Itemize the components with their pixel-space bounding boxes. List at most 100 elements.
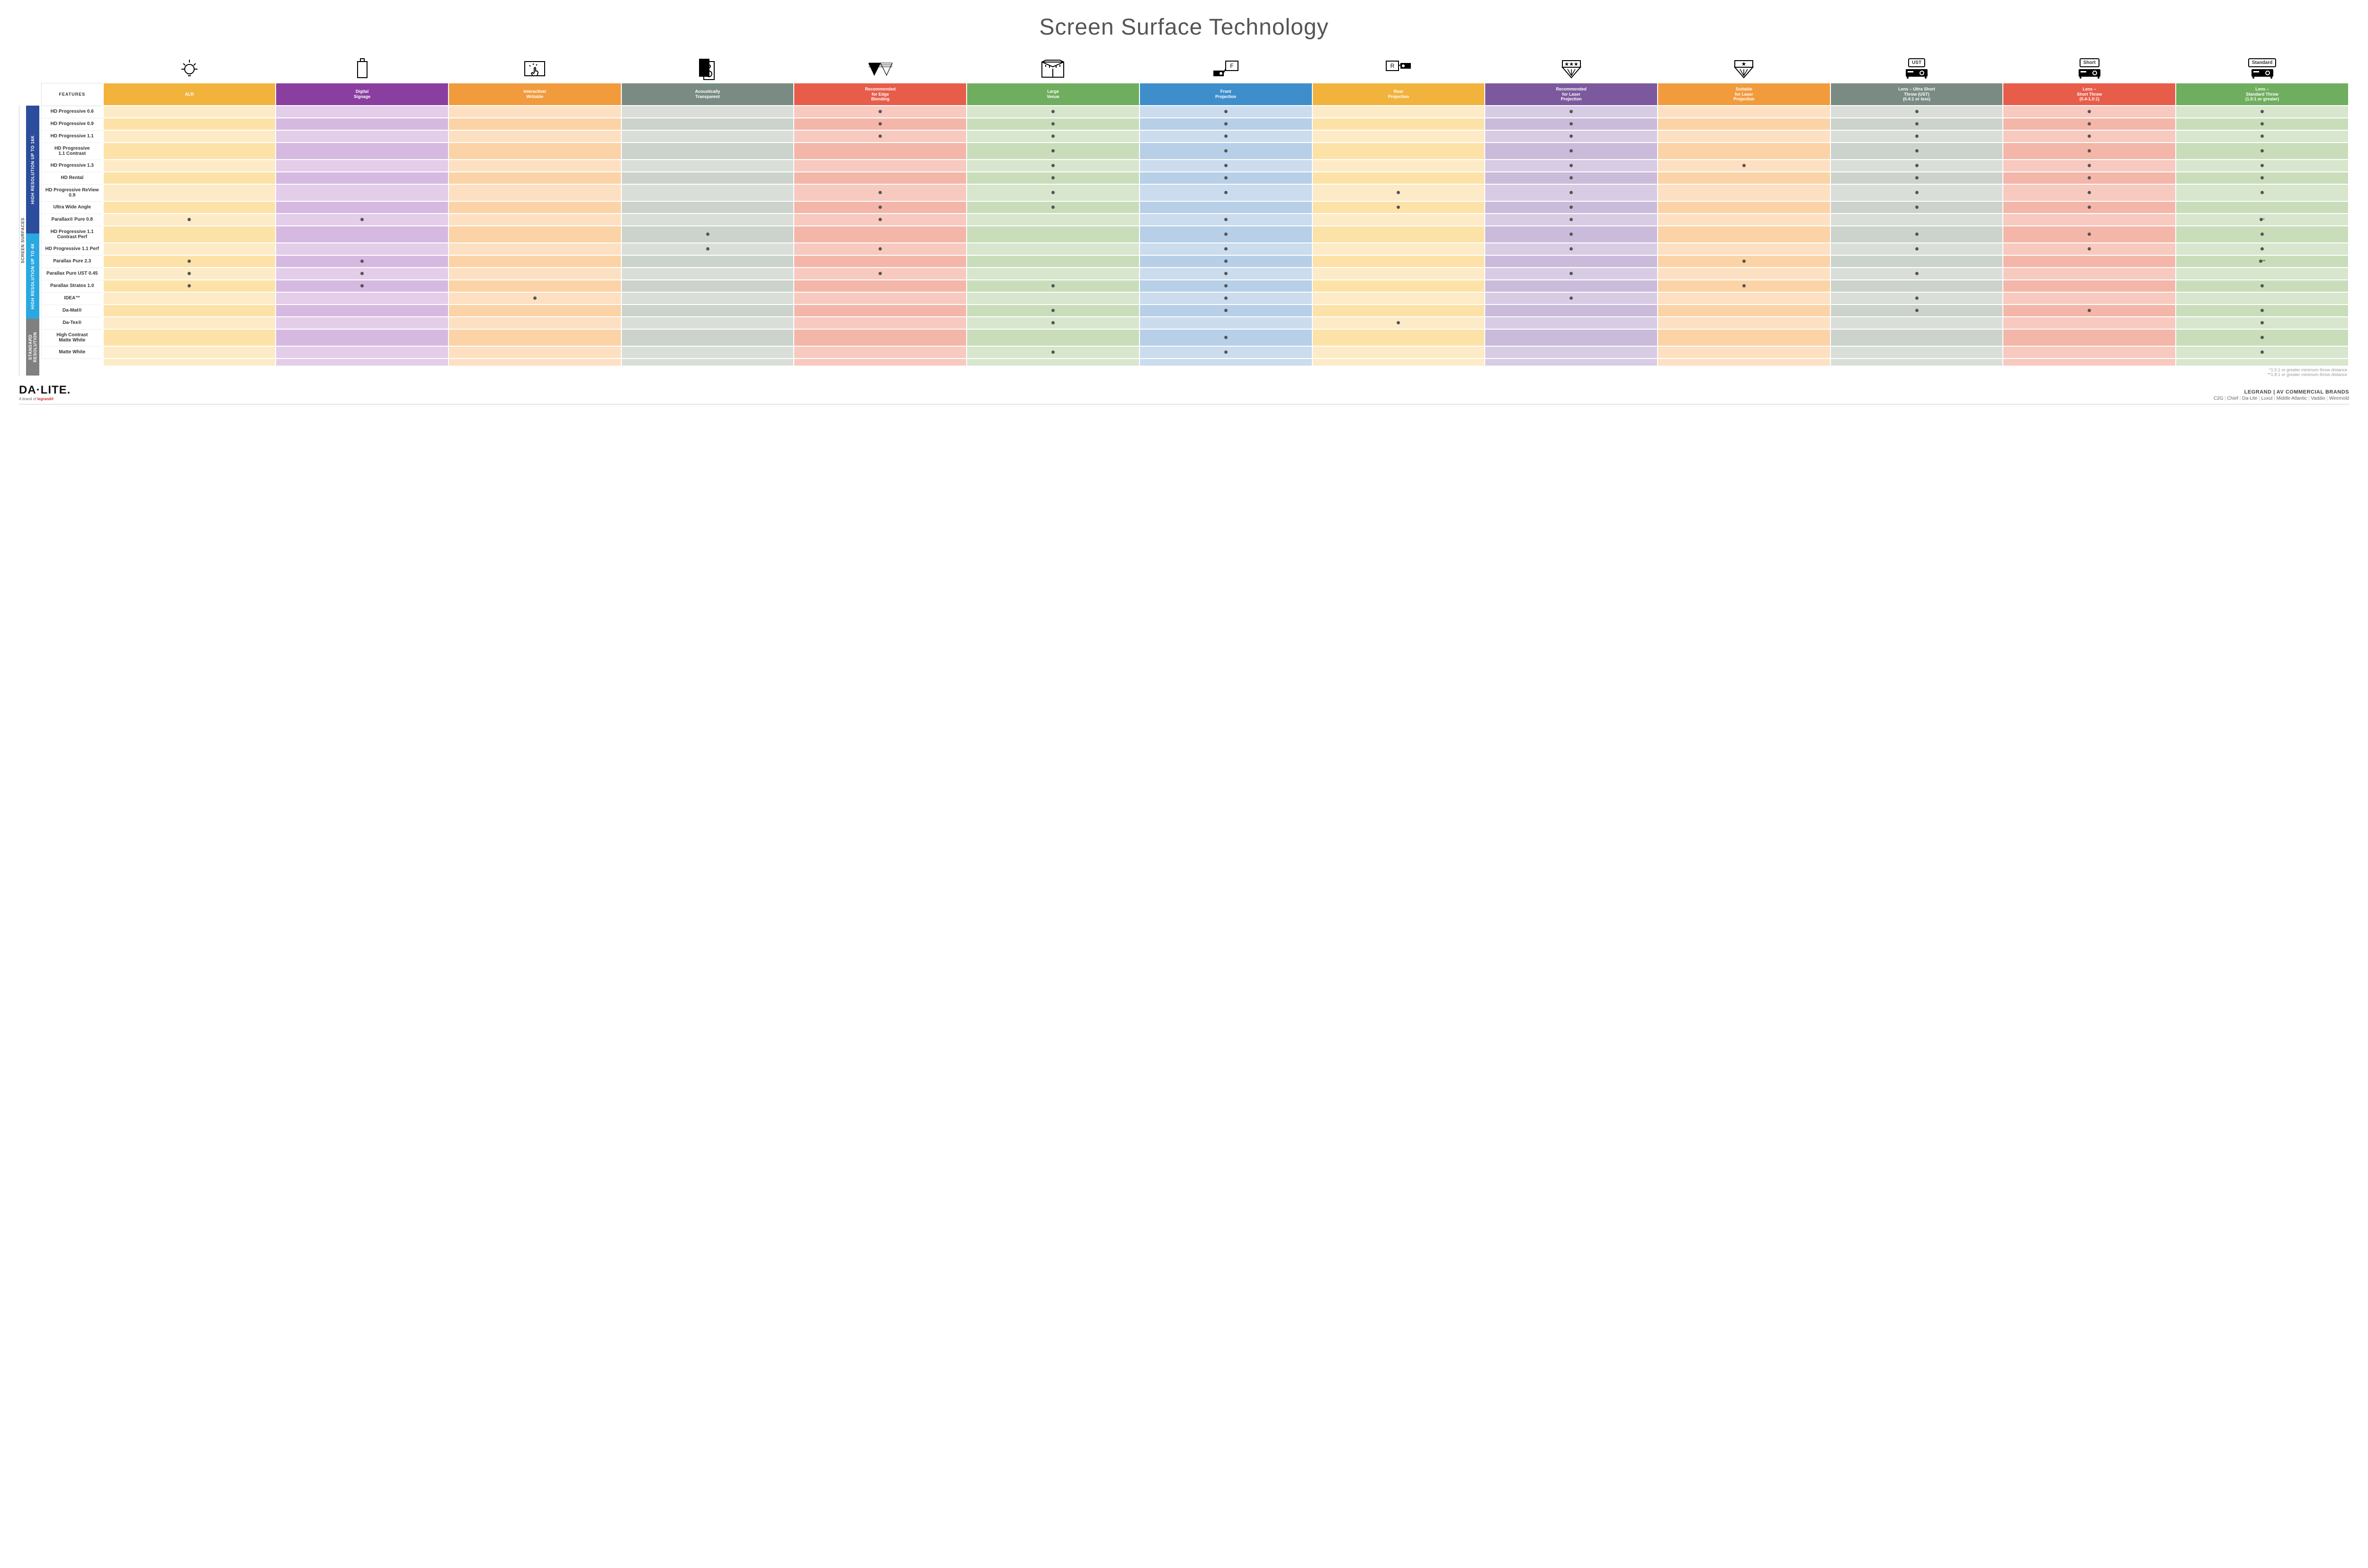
table-row: Parallax Pure UST 0.45 bbox=[42, 268, 2349, 280]
cell-writable bbox=[448, 172, 621, 184]
cell-rear bbox=[1312, 118, 1485, 130]
cell-large bbox=[967, 214, 1139, 226]
cell-acoustic bbox=[621, 268, 794, 280]
cell-edge bbox=[794, 143, 967, 160]
cell-signage bbox=[276, 106, 448, 118]
col-icon-ust: UST bbox=[1830, 54, 2003, 83]
cell-edge bbox=[794, 214, 967, 226]
cell-std bbox=[2176, 280, 2349, 292]
cell-edge bbox=[794, 226, 967, 243]
cell-front bbox=[1139, 255, 1312, 268]
cell-writable bbox=[448, 292, 621, 305]
cell-writable bbox=[448, 118, 621, 130]
col-header-writable: Interactive/Writable bbox=[448, 83, 621, 106]
col-header-short: Lens –Short Throw(0.4-1.0:1) bbox=[2003, 83, 2176, 106]
cell-acoustic bbox=[621, 305, 794, 317]
table-row: Da-Tex® bbox=[42, 317, 2349, 329]
cell-alr bbox=[103, 160, 276, 172]
cell-std bbox=[2176, 292, 2349, 305]
cell-writable bbox=[448, 130, 621, 143]
cell-ust bbox=[1830, 243, 2003, 255]
cell-writable bbox=[448, 268, 621, 280]
cell-signage bbox=[276, 118, 448, 130]
cell-rear bbox=[1312, 214, 1485, 226]
cell-alr bbox=[103, 280, 276, 292]
cell-std bbox=[2176, 172, 2349, 184]
cell-ust bbox=[1830, 226, 2003, 243]
cell-edge bbox=[794, 292, 967, 305]
col-header-signage: DigitalSignage bbox=[276, 83, 448, 106]
cell-acoustic bbox=[621, 243, 794, 255]
cell-laser_suit bbox=[1658, 255, 1830, 268]
cell-writable bbox=[448, 329, 621, 346]
cell-short bbox=[2003, 243, 2176, 255]
feature-matrix-table: FR★★★★USTShortStandardFEATURESALRDigital… bbox=[41, 54, 2349, 367]
cell-laser_rec bbox=[1485, 280, 1658, 292]
logo-main: DA·LITE. bbox=[19, 384, 71, 397]
cell-rear bbox=[1312, 226, 1485, 243]
cell-edge bbox=[794, 305, 967, 317]
cell-ust bbox=[1830, 214, 2003, 226]
row-label: Parallax® Pure 0.8 bbox=[42, 214, 103, 226]
cell-laser_suit bbox=[1658, 305, 1830, 317]
cell-std bbox=[2176, 317, 2349, 329]
col-header-edge: Recommendedfor EdgeBlending bbox=[794, 83, 967, 106]
cell-ust bbox=[1830, 255, 2003, 268]
cell-edge bbox=[794, 201, 967, 214]
cell-laser_suit bbox=[1658, 280, 1830, 292]
cell-alr bbox=[103, 268, 276, 280]
cell-writable bbox=[448, 317, 621, 329]
cell-alr bbox=[103, 184, 276, 201]
table-row: HD Progressive 0.9 bbox=[42, 118, 2349, 130]
cell-laser_suit bbox=[1658, 130, 1830, 143]
cell-laser_rec bbox=[1485, 201, 1658, 214]
cell-acoustic bbox=[621, 292, 794, 305]
cell-laser_rec bbox=[1485, 184, 1658, 201]
cell-short bbox=[2003, 201, 2176, 214]
brands-list: C2GChiefDa-LiteLuxulMiddle AtlanticVaddi… bbox=[2214, 396, 2349, 401]
row-label: Ultra Wide Angle bbox=[42, 201, 103, 214]
cell-laser_suit bbox=[1658, 143, 1830, 160]
cell-acoustic bbox=[621, 130, 794, 143]
cell-std bbox=[2176, 305, 2349, 317]
side-group-label: HIGH RESOLUTION UP TO 4K bbox=[26, 233, 39, 319]
cell-short bbox=[2003, 292, 2176, 305]
row-label: Da-Mat® bbox=[42, 305, 103, 317]
cell-laser_suit bbox=[1658, 243, 1830, 255]
cell-large bbox=[967, 160, 1139, 172]
cell-acoustic bbox=[621, 172, 794, 184]
cell-large bbox=[967, 172, 1139, 184]
cell-writable bbox=[448, 280, 621, 292]
table-row: Parallax Pure 2.3** bbox=[42, 255, 2349, 268]
cell-laser_suit bbox=[1658, 201, 1830, 214]
cell-front bbox=[1139, 280, 1312, 292]
cell-writable bbox=[448, 201, 621, 214]
cell-rear bbox=[1312, 172, 1485, 184]
cell-signage bbox=[276, 226, 448, 243]
cell-large bbox=[967, 255, 1139, 268]
col-icon-laser_rec: ★★★ bbox=[1485, 54, 1658, 83]
cell-rear bbox=[1312, 305, 1485, 317]
table-row: HD Progressive 1.3 bbox=[42, 160, 2349, 172]
cell-edge bbox=[794, 118, 967, 130]
cell-edge bbox=[794, 184, 967, 201]
cell-front bbox=[1139, 243, 1312, 255]
cell-signage bbox=[276, 255, 448, 268]
cell-large bbox=[967, 243, 1139, 255]
row-label: High ContrastMatte White bbox=[42, 329, 103, 346]
cell-front bbox=[1139, 346, 1312, 358]
cell-edge bbox=[794, 280, 967, 292]
svg-text:F: F bbox=[1230, 63, 1234, 69]
cell-short bbox=[2003, 130, 2176, 143]
cell-laser_rec bbox=[1485, 172, 1658, 184]
table-row: High ContrastMatte White bbox=[42, 329, 2349, 346]
row-label: IDEA™ bbox=[42, 292, 103, 305]
cell-rear bbox=[1312, 292, 1485, 305]
cell-laser_rec bbox=[1485, 160, 1658, 172]
cell-front bbox=[1139, 160, 1312, 172]
cell-ust bbox=[1830, 201, 2003, 214]
cell-edge bbox=[794, 160, 967, 172]
table-row: HD Progressive 1.1 bbox=[42, 130, 2349, 143]
row-label: HD Progressive 0.9 bbox=[42, 118, 103, 130]
row-label: HD Progressive 1.1 Perf bbox=[42, 243, 103, 255]
